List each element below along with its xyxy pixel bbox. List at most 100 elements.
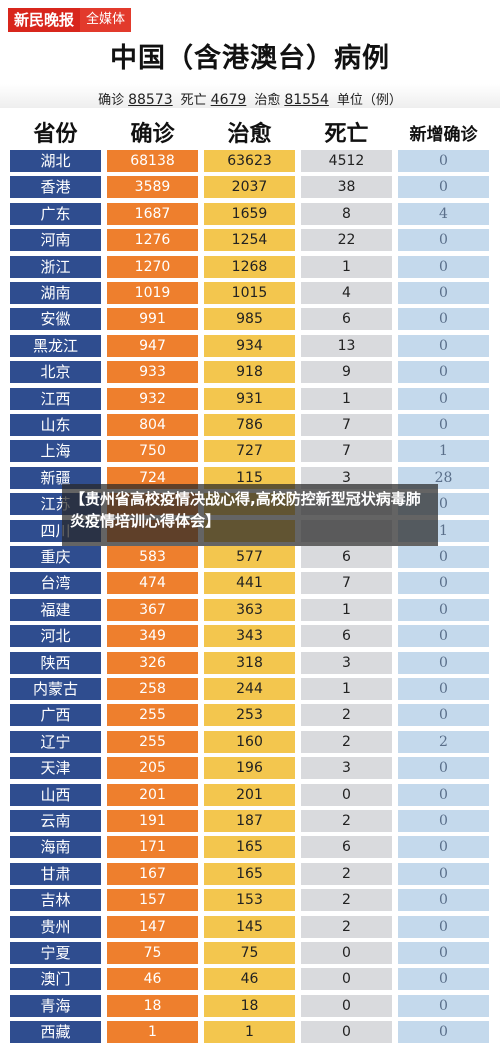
province-cell: 湖北 [10, 150, 101, 172]
deaths-cell: 4512 [301, 150, 392, 172]
recovered-cell: 46 [204, 968, 295, 991]
recovered-total: 81554 [284, 92, 329, 108]
confirmed-cell: 46 [107, 968, 198, 991]
table-row: 重庆 583 577 6 0 [0, 546, 500, 568]
province-cell: 贵州 [10, 915, 101, 938]
new-cases-cell: 0 [398, 942, 489, 964]
confirmed-cell: 167 [107, 862, 198, 885]
deaths-cell: 0 [301, 1021, 392, 1044]
table-row: 甘肃 167 165 2 0 [0, 862, 500, 885]
province-cell: 云南 [10, 810, 101, 832]
deaths-cell: 9 [301, 361, 392, 384]
recovered-cell: 931 [204, 387, 295, 410]
deaths-cell: 6 [301, 836, 392, 859]
column-header: 确诊 [130, 122, 175, 147]
deaths-label: 死亡 [180, 93, 207, 108]
confirmed-label: 确诊 [98, 93, 125, 108]
province-cell: 天津 [10, 757, 101, 780]
confirmed-cell: 991 [107, 308, 198, 331]
province-cell: 广东 [10, 202, 101, 225]
table-row: 广东 1687 1659 8 4 [0, 202, 500, 225]
table-row: 宁夏 75 75 0 0 [0, 942, 500, 964]
confirmed-cell: 1270 [107, 255, 198, 278]
deaths-cell: 3 [301, 757, 392, 780]
deaths-cell: 4 [301, 282, 392, 304]
deaths-cell: 0 [301, 994, 392, 1017]
new-cases-cell: 0 [398, 334, 489, 357]
table-row: 新疆 724 115 3 28 [0, 466, 500, 489]
new-cases-cell: 0 [398, 572, 489, 595]
province-cell: 黑龙江 [10, 334, 101, 357]
table-row: 河北 349 343 6 0 [0, 625, 500, 648]
column-header: 死亡 [324, 122, 369, 147]
recovered-summary: 治愈 81554 [254, 89, 329, 108]
recovered-cell: 196 [204, 757, 295, 780]
province-cell: 湖南 [10, 282, 101, 304]
new-cases-cell: 0 [398, 387, 489, 410]
table-row: 辽宁 255 160 2 2 [0, 730, 500, 753]
deaths-cell: 2 [301, 862, 392, 885]
deaths-total: 4679 [210, 92, 247, 108]
confirmed-cell: 349 [107, 625, 198, 648]
table-row: 上海 750 727 7 1 [0, 440, 500, 463]
brand-name: 新民晚报 [8, 8, 81, 32]
new-cases-cell: 0 [398, 757, 489, 780]
recovered-cell: 2037 [204, 176, 295, 199]
table-row: 北京 933 918 9 0 [0, 361, 500, 384]
province-cell: 山西 [10, 783, 101, 806]
recovered-cell: 1015 [204, 282, 295, 304]
table-row: 贵州 147 145 2 0 [0, 915, 500, 938]
article-title-overlay[interactable]: 【贵州省高校疫情决战心得,高校防控新型冠状病毒肺炎疫情培训心得体会】 [62, 484, 438, 546]
new-cases-cell: 0 [398, 625, 489, 648]
province-cell: 西藏 [10, 1021, 101, 1044]
province-cell: 河南 [10, 229, 101, 252]
province-cell: 福建 [10, 598, 101, 621]
confirmed-cell: 18 [107, 994, 198, 1017]
province-cell: 香港 [10, 176, 101, 199]
new-cases-cell: 1 [398, 440, 489, 463]
new-cases-cell: 0 [398, 255, 489, 278]
new-cases-cell: 0 [398, 651, 489, 674]
table-row: 河南 1276 1254 22 0 [0, 229, 500, 252]
new-cases-cell: 0 [398, 862, 489, 885]
table-row: 吉林 157 153 2 0 [0, 889, 500, 912]
table-row: 西藏 1 1 0 0 [0, 1021, 500, 1044]
table-row: 海南 171 165 6 0 [0, 836, 500, 859]
recovered-cell: 165 [204, 836, 295, 859]
table-row: 湖南 1019 1015 4 0 [0, 282, 500, 304]
confirmed-cell: 205 [107, 757, 198, 780]
new-cases-cell: 0 [398, 704, 489, 727]
deaths-summary: 死亡 4679 [181, 89, 247, 108]
confirmed-cell: 68138 [107, 150, 198, 172]
confirmed-cell: 367 [107, 598, 198, 621]
new-cases-cell: 0 [398, 783, 489, 806]
new-cases-cell: 28 [398, 466, 489, 489]
deaths-cell: 6 [301, 625, 392, 648]
table-row: 青海 18 18 0 0 [0, 994, 500, 1017]
table-row: 安徽 991 985 6 0 [0, 308, 500, 331]
recovered-cell: 187 [204, 810, 295, 832]
table-row: 内蒙古 258 244 1 0 [0, 678, 500, 700]
confirmed-cell: 1 [107, 1021, 198, 1044]
table-row: 山东 804 786 7 0 [0, 414, 500, 436]
confirmed-cell: 191 [107, 810, 198, 832]
confirmed-cell: 3589 [107, 176, 198, 199]
recovered-cell: 253 [204, 704, 295, 727]
deaths-cell: 1 [301, 255, 392, 278]
summary-bar: 确诊 88573 死亡 4679 治愈 81554 单位（例） [0, 84, 500, 108]
column-header: 省份 [33, 122, 78, 147]
deaths-cell: 38 [301, 176, 392, 199]
province-cell: 新疆 [10, 466, 101, 489]
province-cell: 台湾 [10, 572, 101, 595]
province-cell: 澳门 [10, 968, 101, 991]
recovered-cell: 363 [204, 598, 295, 621]
new-cases-cell: 0 [398, 598, 489, 621]
recovered-cell: 1 [204, 1021, 295, 1044]
recovered-cell: 153 [204, 889, 295, 912]
new-cases-cell: 2 [398, 730, 489, 753]
new-cases-cell: 0 [398, 1021, 489, 1044]
new-cases-cell: 0 [398, 810, 489, 832]
province-cell: 甘肃 [10, 862, 101, 885]
deaths-cell: 8 [301, 202, 392, 225]
confirmed-cell: 75 [107, 942, 198, 964]
